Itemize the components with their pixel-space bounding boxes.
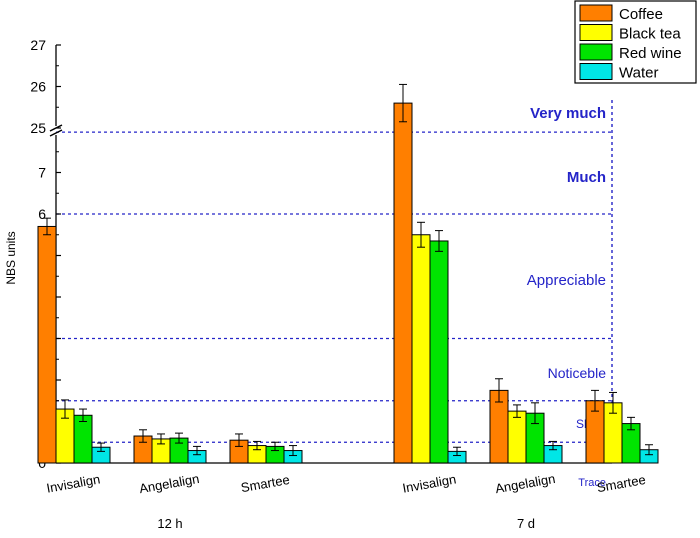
- bar-1-1-1: [507, 410, 527, 464]
- bar-1-0-0: [393, 102, 413, 464]
- legend-label-2: Red wine: [619, 45, 682, 62]
- legend-label-1: Black tea: [619, 26, 681, 43]
- bar-0-0-2: [73, 414, 93, 464]
- x-tick-label-1-0: Invisalign: [401, 471, 457, 495]
- x-tick-label-0-0: Invisalign: [45, 471, 101, 495]
- level-label-3: Appreciable: [527, 272, 606, 289]
- y-tick-upper-label-0: 25: [30, 120, 46, 136]
- level-label-5: Very much: [530, 105, 606, 122]
- bar-0-0-0: [37, 225, 57, 464]
- y-tick-label-6: 6: [38, 206, 46, 222]
- bar-1-0-2: [429, 240, 449, 464]
- x-tick-label-0-2: Smartee: [240, 472, 291, 495]
- legend-swatch-3: [579, 63, 613, 80]
- group-label-1: 7 d: [517, 516, 535, 531]
- legend-label-3: Water: [619, 65, 658, 82]
- level-label-4: Much: [567, 169, 606, 186]
- x-tick-label-1-2: Smartee: [596, 472, 647, 495]
- bar-1-0-1: [411, 234, 431, 464]
- legend-swatch-2: [579, 43, 613, 61]
- y-axis-label: NBS units: [4, 231, 18, 284]
- y-tick-label-7: 7: [38, 165, 46, 181]
- y-tick-upper-label-2: 27: [30, 37, 46, 53]
- level-label-2: Noticeble: [548, 365, 607, 381]
- group-label-0: 12 h: [157, 516, 182, 531]
- legend-swatch-0: [579, 4, 613, 22]
- axis-break-mark-lower: [49, 129, 63, 137]
- legend-swatch-1: [579, 24, 613, 41]
- y-tick-upper-label-1: 26: [30, 79, 46, 95]
- level-label-0: Trace: [578, 477, 606, 489]
- x-tick-label-1-1: Angelalign: [494, 471, 556, 496]
- x-tick-label-0-1: Angelalign: [138, 471, 200, 496]
- legend-label-0: Coffee: [619, 6, 663, 23]
